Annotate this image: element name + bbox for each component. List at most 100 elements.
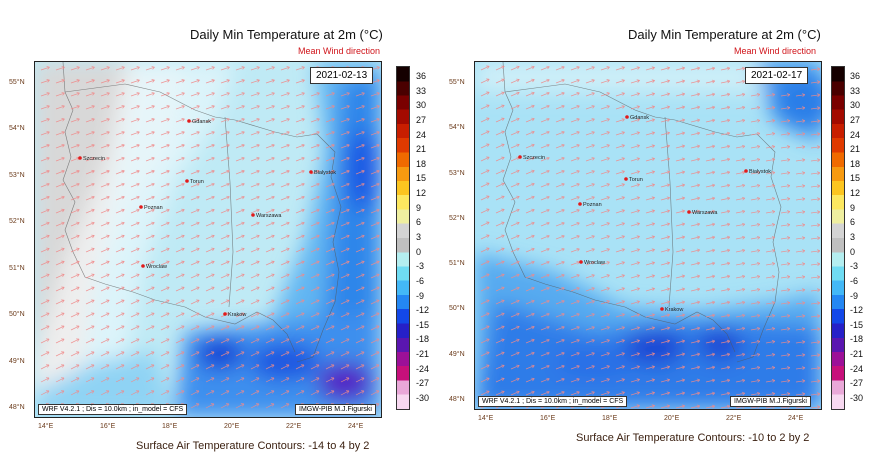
svg-text:Poznan: Poznan [583,202,602,208]
svg-text:Szczecin: Szczecin [523,155,545,161]
city-marker-torun: Torun [185,179,204,185]
city-marker-bialystok: Bialystok [744,169,771,175]
colorbar-tick-label: 18 [850,158,861,169]
colorbar-tick-label: -24 [850,363,864,374]
city-marker-krakow: Krakow [223,312,246,318]
city-marker-gdansk: Gdansk [187,119,211,125]
colorbar-tick-label: -30 [850,393,864,403]
latitude-label: 55°N [9,79,25,86]
date-label: 2021-02-13 [310,67,374,84]
colorbar-tick-label: -18 [416,334,430,345]
colorbar-tick-label: -27 [850,378,864,389]
city-marker-poznan: Poznan [578,202,602,208]
map-subtitle: Mean Wind direction [298,46,381,56]
longitude-label: 16°E [540,415,556,422]
date-label: 2021-02-17 [745,67,809,84]
city-marker-torun: Torun [624,177,643,183]
svg-text:Wroclaw: Wroclaw [584,260,605,266]
svg-text:Warszawa: Warszawa [256,213,282,219]
svg-text:Wroclaw: Wroclaw [146,264,167,270]
model-info-label: WRF V4.2.1 ; Dis = 10.0km ; in_model = C… [38,404,188,415]
longitude-label: 24°E [348,423,364,430]
map-subtitle: Mean Wind direction [734,46,817,56]
colorbar-tick-label: 27 [416,114,427,125]
colorbar-tick-label: 15 [416,173,427,184]
colorbar-tick-label: -3 [416,261,425,272]
longitude-label: 20°E [664,415,680,422]
colorbar-tick-label: -9 [416,290,425,301]
city-marker-wroclaw: Wroclaw [579,260,605,266]
svg-text:Warszawa: Warszawa [692,210,718,216]
colorbar-tick-label: -9 [850,290,859,301]
colorbar-tick-label: 3 [850,232,856,242]
latitude-label: 52°N [9,218,25,226]
colorbar-tick-label: 30 [416,100,427,111]
colorbar-tick-label: 33 [850,85,861,96]
longitude-label: 22°E [726,415,742,422]
svg-text:Krakow: Krakow [228,312,246,318]
colorbar-tick-label: 24 [416,129,427,140]
colorbar-tick-label: -30 [416,393,430,403]
longitude-label: 22°E [286,423,302,430]
latitude-label: 55°N [449,79,465,86]
colorbar-tick-label: -6 [416,275,425,286]
colorbar-tick-label: -15 [850,319,864,330]
map-title: Daily Min Temperature at 2m (°C) [628,27,821,42]
colorbar-tick-label: -3 [850,261,859,272]
longitude-label: 14°E [38,423,54,430]
colorbar-tick-label: -21 [850,349,864,360]
colorbar-tick-label: 6 [850,217,856,228]
longitude-label: 24°E [788,415,804,422]
credit-label: IMGW-PIB M.J.Figurski [730,396,811,407]
colorbar-tick-label: -12 [416,305,430,316]
colorbar-tick-label: 15 [850,173,861,184]
latitude-label: 54°N [449,124,465,132]
latitude-label: 52°N [449,214,465,222]
colorbar-tick-label: 30 [850,100,861,111]
latitude-label: 53°N [449,169,465,177]
colorbar-tick-label: -12 [850,305,864,316]
svg-text:Torun: Torun [629,177,643,183]
colorbar-tick-label: -18 [850,334,864,345]
latitude-label: 50°N [9,311,25,319]
latitude-label: 48°N [9,404,25,411]
colorbar-tick-label: 12 [850,188,861,199]
map-title: Daily Min Temperature at 2m (°C) [190,27,383,42]
temperature-colorbar [831,66,845,410]
contour-caption: Surface Air Temperature Contours: -14 to… [136,440,370,452]
city-marker-warszawa: Warszawa [687,210,718,216]
latitude-label: 51°N [449,260,465,268]
colorbar-tick-label: -15 [416,319,430,330]
latitude-label: 48°N [449,396,465,403]
contour-caption: Surface Air Temperature Contours: -10 to… [576,432,810,444]
city-marker-szczecin: Szczecin [78,156,105,162]
longitude-label: 18°E [602,415,618,422]
colorbar-tick-label: 6 [416,217,422,228]
city-marker-wroclaw: Wroclaw [141,264,167,270]
colorbar-tick-label: 0 [416,246,422,257]
colorbar-tick-label: 27 [850,114,861,125]
city-marker-szczecin: Szczecin [518,155,545,161]
map-panel-right: Daily Min Temperature at 2m (°C) Mean Wi… [440,0,881,472]
latitude-label: 54°N [9,125,25,133]
latitude-label: 49°N [449,350,465,358]
city-marker-gdansk: Gdansk [625,115,649,121]
svg-text:Krakow: Krakow [665,307,683,313]
colorbar-tick-label: -21 [416,349,430,360]
city-marker-poznan: Poznan [139,205,163,211]
latitude-label: 51°N [9,264,25,272]
colorbar-tick-label: 0 [850,246,856,257]
temperature-map: Gdansk Szczecin Torun Bialystok Poznan Warsza… [474,61,822,410]
colorbar-tick-label: -27 [416,378,430,389]
map-panel-left: Daily Min Temperature at 2m (°C) Mean Wi… [0,0,440,472]
temperature-colorbar [396,66,410,410]
colorbar-tick-label: -6 [850,275,859,286]
colorbar-tick-label: 12 [416,188,427,199]
colorbar-tick-label: 21 [850,144,861,155]
city-marker-warszawa: Warszawa [251,213,282,219]
svg-text:Bialystok: Bialystok [749,169,771,175]
colorbar-tick-label: 36 [850,71,861,81]
colorbar-tick-label: 9 [850,202,856,213]
colorbar-tick-label: 36 [416,71,427,81]
temperature-map: Gdansk Szczecin Torun Bialystok Poznan Warsza… [34,61,382,418]
